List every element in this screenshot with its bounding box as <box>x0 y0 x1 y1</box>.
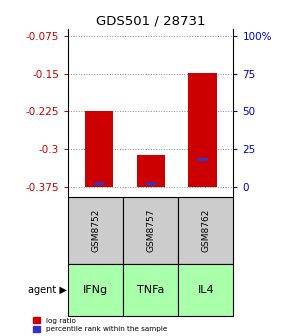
Bar <box>197 158 208 161</box>
Text: GSM8762: GSM8762 <box>201 208 211 252</box>
Bar <box>85 111 113 186</box>
Bar <box>94 182 104 185</box>
Text: agent ▶: agent ▶ <box>28 285 67 295</box>
Bar <box>146 182 156 185</box>
Text: TNFa: TNFa <box>137 285 164 295</box>
Bar <box>188 73 217 186</box>
Title: GDS501 / 28731: GDS501 / 28731 <box>96 14 206 28</box>
Text: IFNg: IFNg <box>83 285 108 295</box>
Text: GSM8757: GSM8757 <box>146 208 155 252</box>
Text: IL4: IL4 <box>197 285 214 295</box>
Text: GSM8752: GSM8752 <box>91 208 100 252</box>
Legend: log ratio, percentile rank within the sample: log ratio, percentile rank within the sa… <box>32 317 167 332</box>
Bar <box>137 156 165 186</box>
